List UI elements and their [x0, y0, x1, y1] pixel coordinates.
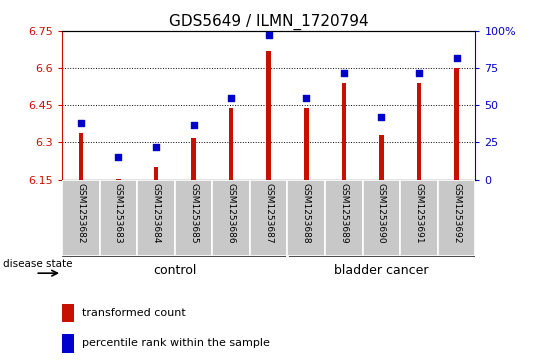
Bar	[62, 180, 100, 256]
Bar	[62, 334, 73, 353]
Text: GSM1253692: GSM1253692	[452, 183, 461, 243]
Bar	[266, 51, 271, 180]
Text: GSM1253684: GSM1253684	[151, 183, 161, 243]
Text: GSM1253686: GSM1253686	[226, 183, 236, 243]
Bar	[116, 179, 121, 180]
Bar	[287, 180, 325, 256]
Bar	[175, 180, 212, 256]
Bar	[100, 180, 137, 256]
Bar	[62, 303, 73, 322]
Point	[151, 144, 160, 150]
Title: GDS5649 / ILMN_1720794: GDS5649 / ILMN_1720794	[169, 13, 369, 29]
Text: GSM1253690: GSM1253690	[377, 183, 386, 243]
Bar	[342, 83, 346, 180]
Bar	[250, 180, 287, 256]
Text: GSM1253683: GSM1253683	[114, 183, 123, 243]
Bar	[363, 180, 400, 256]
Point	[265, 32, 273, 38]
Text: GSM1253687: GSM1253687	[264, 183, 273, 243]
Point	[114, 155, 123, 160]
Point	[189, 122, 198, 127]
Bar	[304, 108, 308, 180]
Point	[227, 95, 236, 101]
Bar	[454, 68, 459, 180]
Text: percentile rank within the sample: percentile rank within the sample	[82, 338, 270, 348]
Point	[377, 114, 386, 120]
Point	[302, 95, 310, 101]
Text: disease state: disease state	[3, 259, 72, 269]
Text: GSM1253688: GSM1253688	[302, 183, 311, 243]
Text: GSM1253691: GSM1253691	[414, 183, 424, 243]
Bar	[229, 108, 233, 180]
Point	[77, 120, 85, 126]
Bar	[154, 167, 158, 180]
Text: GSM1253685: GSM1253685	[189, 183, 198, 243]
Bar	[417, 83, 421, 180]
Bar	[438, 180, 475, 256]
Bar	[400, 180, 438, 256]
Point	[452, 55, 461, 61]
Text: control: control	[153, 264, 196, 277]
Bar	[191, 138, 196, 180]
Text: transformed count: transformed count	[82, 308, 186, 318]
Point	[414, 70, 423, 76]
Bar	[212, 180, 250, 256]
Point	[340, 70, 348, 76]
Bar	[137, 180, 175, 256]
Text: bladder cancer: bladder cancer	[334, 264, 429, 277]
Text: GSM1253682: GSM1253682	[77, 183, 85, 243]
Bar	[79, 132, 83, 180]
Bar	[379, 135, 384, 180]
Bar	[325, 180, 363, 256]
Text: GSM1253689: GSM1253689	[340, 183, 348, 243]
